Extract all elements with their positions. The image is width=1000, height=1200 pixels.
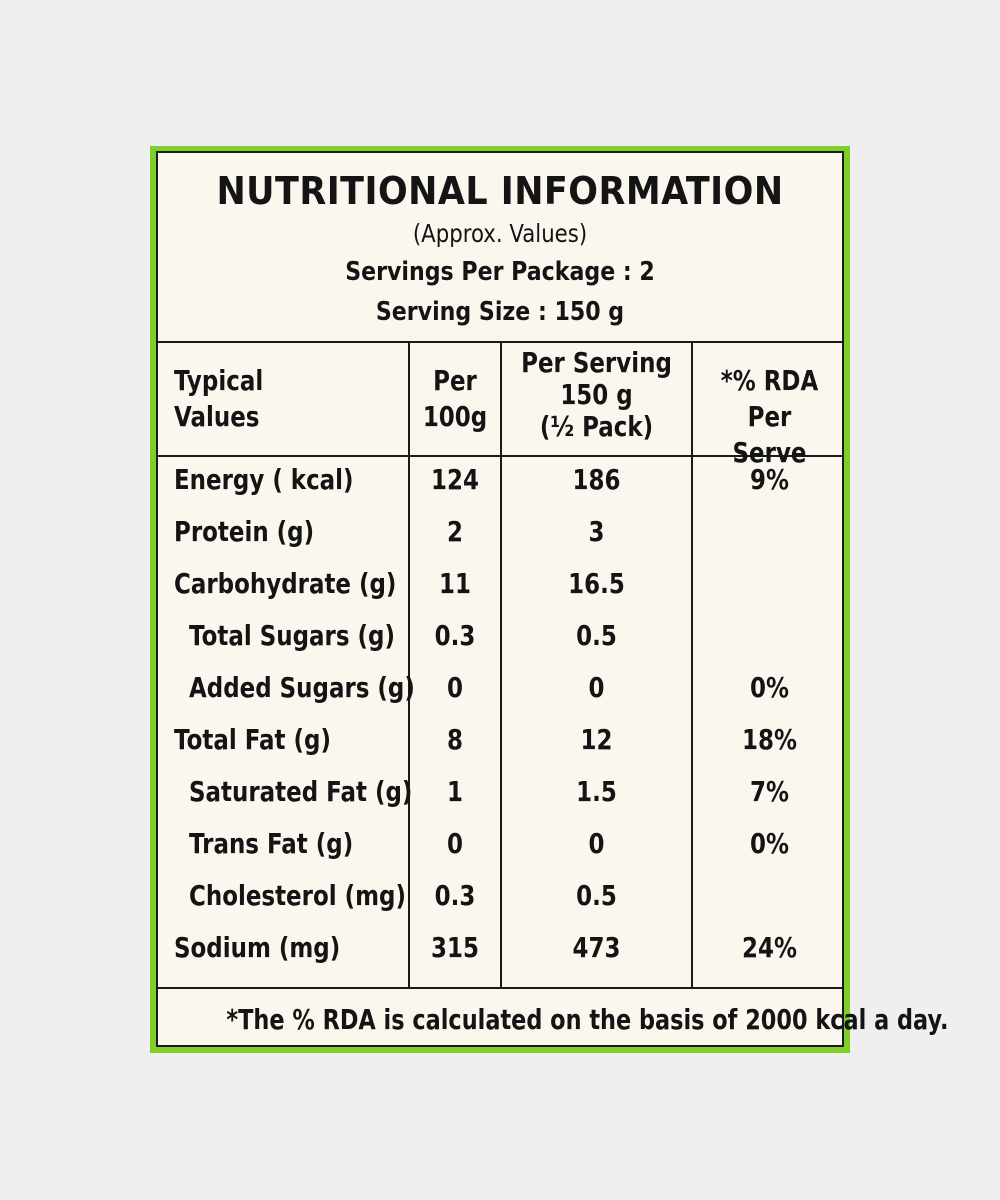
nutrient-name: Energy ( kcal) xyxy=(174,463,354,496)
nutrient-name: Total Sugars (g) xyxy=(189,619,395,652)
column-divider xyxy=(408,342,410,988)
per-100g-value: 124 xyxy=(431,463,479,496)
nutrient-name: Total Fat (g) xyxy=(174,723,331,756)
column-divider xyxy=(691,342,693,988)
header-line: Per xyxy=(433,364,477,397)
nutrient-name: Cholesterol (mg) xyxy=(189,879,406,912)
per-100g-value: 0 xyxy=(447,827,463,860)
header-line: Per Serve xyxy=(732,400,807,469)
per-100g-value: 2 xyxy=(447,515,463,548)
per-100g-value: 0 xyxy=(447,671,463,704)
per-serving-value: 0.5 xyxy=(576,879,617,912)
rda-value: 0% xyxy=(749,827,789,860)
per-serving-value: 0 xyxy=(588,671,605,704)
label-title: NUTRITIONAL INFORMATION xyxy=(216,169,784,213)
per-serving-value: 12 xyxy=(580,723,613,756)
per-serving-value: 473 xyxy=(572,931,621,964)
servings-per-package: Servings Per Package : 2 xyxy=(345,257,655,287)
per-serving-value: 0.5 xyxy=(576,619,617,652)
rda-value: 24% xyxy=(742,931,797,964)
header-per-100g: Per 100g xyxy=(418,363,492,435)
nutrition-label: NUTRITIONAL INFORMATION (Approx. Values)… xyxy=(156,151,949,1047)
nutrient-name: Saturated Fat (g) xyxy=(189,775,413,808)
divider xyxy=(158,987,842,989)
nutrient-name: Added Sugars (g) xyxy=(189,671,415,704)
column-divider xyxy=(500,342,502,988)
rda-value: 18% xyxy=(742,723,797,756)
per-serving-value: 3 xyxy=(588,515,605,548)
rda-value: 9% xyxy=(749,463,789,496)
label-header: NUTRITIONAL INFORMATION (Approx. Values)… xyxy=(158,153,842,343)
header-line: Per Serving xyxy=(521,346,672,379)
header-line: *% RDA xyxy=(720,364,819,397)
header-line: 100g xyxy=(422,400,488,433)
per-100g-value: 315 xyxy=(431,931,479,964)
per-100g-value: 8 xyxy=(447,723,463,756)
per-100g-value: 11 xyxy=(439,567,471,600)
nutrient-name: Carbohydrate (g) xyxy=(174,567,397,600)
rda-footnote: *The % RDA is calculated on the basis of… xyxy=(226,1003,949,1036)
nutrient-name: Sodium (mg) xyxy=(174,931,341,964)
per-serving-value: 1.5 xyxy=(576,775,617,808)
per-serving-value: 186 xyxy=(572,463,621,496)
rda-value: 0% xyxy=(749,671,789,704)
per-serving-value: 0 xyxy=(588,827,605,860)
header-line: Typical xyxy=(174,364,264,397)
header-rda: *% RDA Per Serve xyxy=(707,363,832,471)
header-typical-values: Typical Values xyxy=(174,363,263,435)
nutrient-name: Protein (g) xyxy=(174,515,315,548)
serving-size: Serving Size : 150 g xyxy=(375,297,625,327)
nutrient-name: Trans Fat (g) xyxy=(189,827,354,860)
header-line: 150 g xyxy=(560,378,633,411)
rda-value: 7% xyxy=(749,775,789,808)
label-subtitle: (Approx. Values) xyxy=(412,219,588,248)
nutrition-label-border: NUTRITIONAL INFORMATION (Approx. Values)… xyxy=(150,146,949,1053)
per-100g-value: 0.3 xyxy=(434,619,476,652)
per-100g-value: 0.3 xyxy=(434,879,476,912)
header-line: (½ Pack) xyxy=(539,410,654,443)
header-per-serving: Per Serving 150 g (½ Pack) xyxy=(519,345,674,445)
per-serving-value: 16.5 xyxy=(568,567,625,600)
per-100g-value: 1 xyxy=(447,775,463,808)
header-line: Values xyxy=(174,400,260,433)
